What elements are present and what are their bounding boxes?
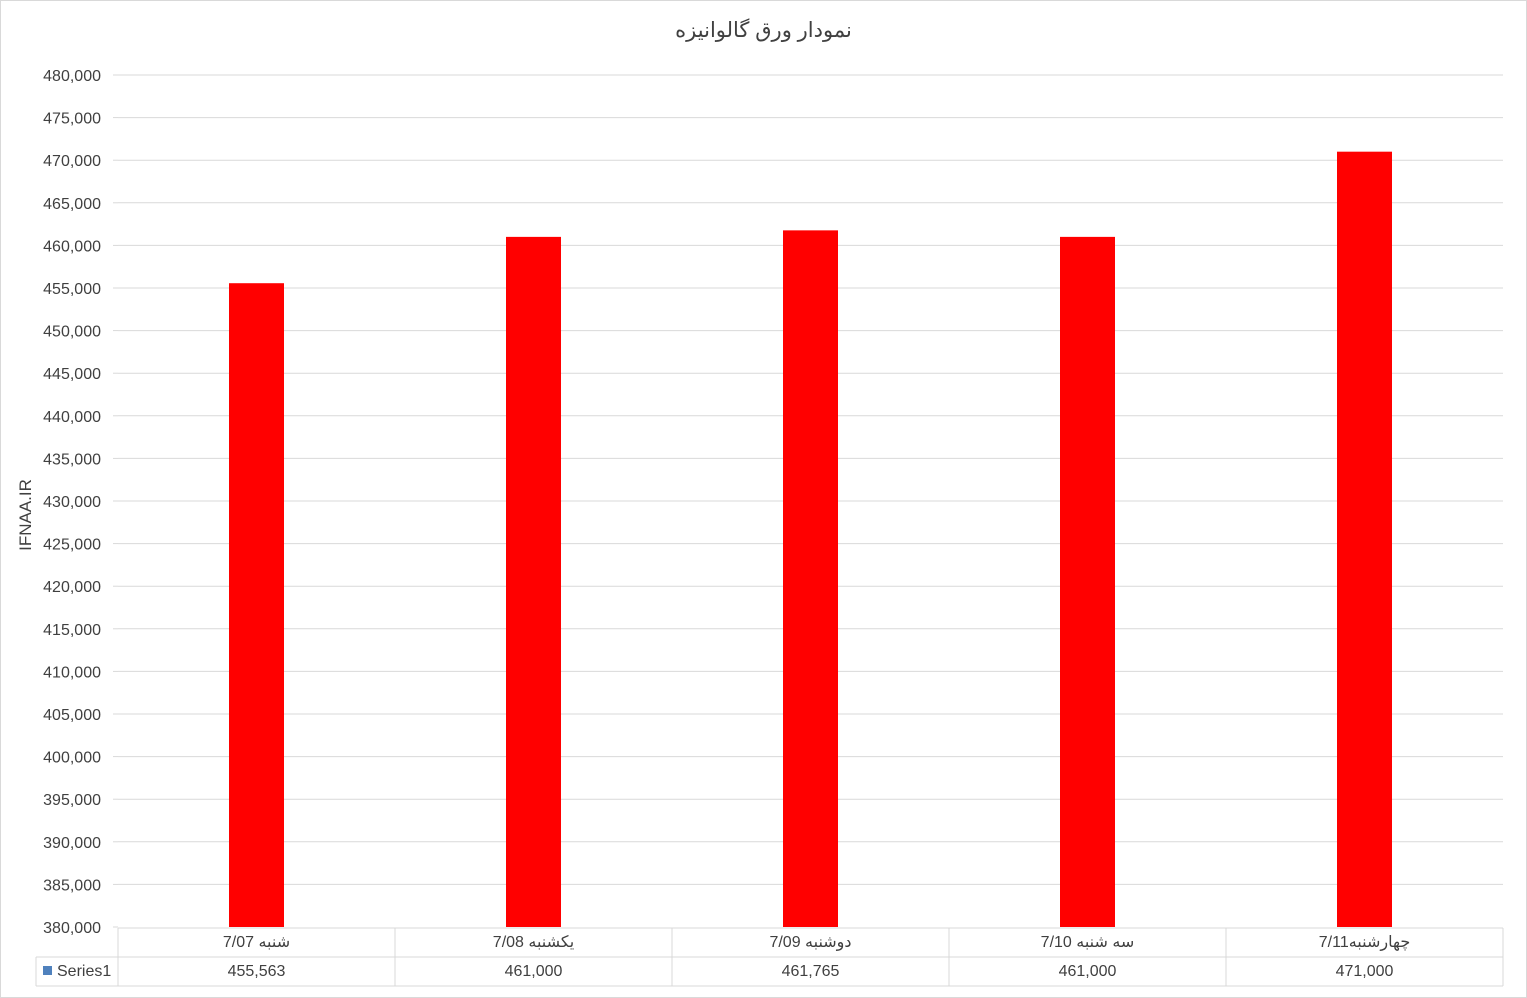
y-tick-label: 470,000 xyxy=(43,153,101,170)
category-label: دوشنبه 7/09 xyxy=(769,934,852,951)
y-tick-label: 395,000 xyxy=(43,792,101,809)
y-tick-label: 415,000 xyxy=(43,622,101,639)
y-tick-label: 440,000 xyxy=(43,409,101,426)
category-label: شنبه 7/07 xyxy=(222,934,291,951)
y-tick-label: 430,000 xyxy=(43,494,101,511)
y-tick-label: 450,000 xyxy=(43,324,101,341)
legend-series-name: Series1 xyxy=(57,963,112,980)
legend-key xyxy=(43,966,52,975)
y-tick-label: 385,000 xyxy=(43,877,101,894)
y-tick-label: 380,000 xyxy=(43,920,101,937)
data-label: 461,000 xyxy=(1058,963,1117,980)
y-tick-label: 400,000 xyxy=(43,750,101,767)
data-label: 461,000 xyxy=(504,963,563,980)
y-tick-label: 475,000 xyxy=(43,111,101,128)
data-label: 471,000 xyxy=(1335,963,1394,980)
y-tick-label: 435,000 xyxy=(43,451,101,468)
data-label: 461,765 xyxy=(781,963,840,980)
category-label: سه شنبه 7/10 xyxy=(1040,934,1135,951)
bar xyxy=(229,283,284,927)
y-tick-label: 410,000 xyxy=(43,664,101,681)
bar xyxy=(1060,236,1115,927)
chart-title: نمودار ورق گالوانیزه xyxy=(675,19,852,42)
bar xyxy=(506,236,561,927)
y-tick-label: 480,000 xyxy=(43,68,101,85)
y-tick-label: 405,000 xyxy=(43,707,101,724)
y-tick-label: 425,000 xyxy=(43,537,101,554)
bar xyxy=(783,230,838,928)
y-tick-label: 390,000 xyxy=(43,835,101,852)
category-label: چهارشنبه7/11 xyxy=(1318,934,1411,951)
y-tick-label: 420,000 xyxy=(43,579,101,596)
y-tick-label: 445,000 xyxy=(43,366,101,383)
y-tick-label: 460,000 xyxy=(43,238,101,255)
data-label: 455,563 xyxy=(227,963,286,980)
bar xyxy=(1337,151,1392,927)
category-label: یکشنبه 7/08 xyxy=(492,934,575,951)
y-tick-label: 465,000 xyxy=(43,196,101,213)
y-tick-label: 455,000 xyxy=(43,281,101,298)
